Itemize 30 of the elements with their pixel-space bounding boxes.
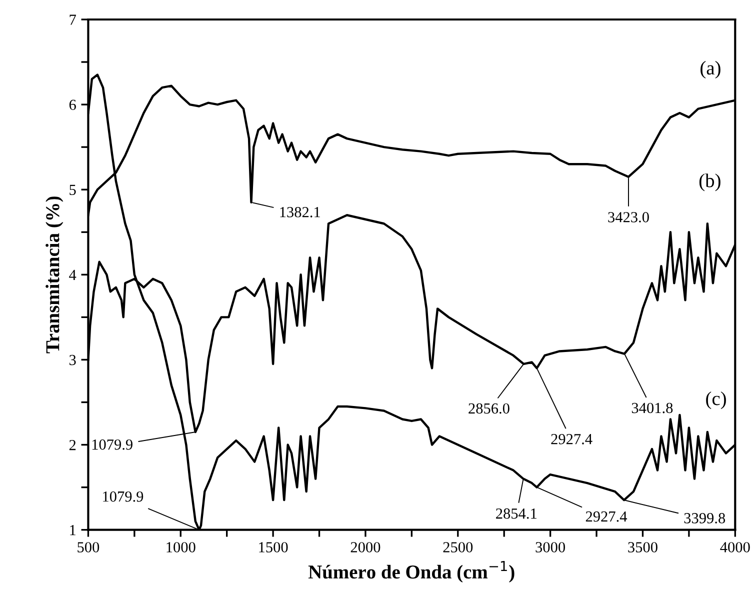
y-tick-label: 1 (70, 525, 76, 536)
x-tick-label: 2000 (350, 542, 380, 552)
annotation: 3399.8 (684, 513, 726, 524)
x-tick-label: 2500 (443, 542, 473, 552)
x-tick-label: 3500 (628, 542, 658, 552)
x-tick-label: 1500 (259, 542, 288, 552)
y-tick-label: 4 (69, 270, 76, 280)
annotation: 3401.8 (632, 402, 673, 414)
x-tick-label: 4000 (720, 542, 750, 552)
x-tick-label: 3000 (536, 542, 566, 552)
annotation: 2856.0 (468, 403, 510, 414)
x-axis-title: Número de Onda (cm$^{−1}$) (308, 561, 514, 583)
y-tick-label: 3 (70, 354, 76, 366)
y-tick-label: 5 (70, 184, 76, 196)
series-label: (b) (699, 174, 720, 192)
annotation: 1079.9 (103, 491, 144, 502)
y-tick-label: 2 (69, 440, 76, 450)
y-axis-title: Transmitancia (%) (46, 196, 64, 354)
series-label: (c) (706, 392, 726, 410)
annotation: 2927.4 (551, 434, 592, 444)
y-tick-label: 6 (69, 100, 76, 110)
x-tick-label: 500 (78, 542, 100, 552)
series-label: (a) (700, 60, 720, 79)
annotation: 3423.0 (608, 212, 649, 222)
y-tick-label: 7 (70, 14, 76, 25)
x-tick-label: 1000 (166, 542, 196, 552)
annotation: 2927.4 (586, 511, 628, 522)
annotation: 1382.1 (280, 206, 320, 218)
annotation: 2854.1 (496, 508, 536, 519)
annotation: 1079.9 (92, 439, 132, 450)
